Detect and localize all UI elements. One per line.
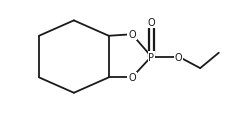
Text: O: O — [128, 30, 136, 40]
Text: O: O — [128, 73, 136, 83]
Text: P: P — [148, 52, 154, 62]
Text: O: O — [148, 18, 155, 28]
Text: O: O — [175, 52, 182, 62]
